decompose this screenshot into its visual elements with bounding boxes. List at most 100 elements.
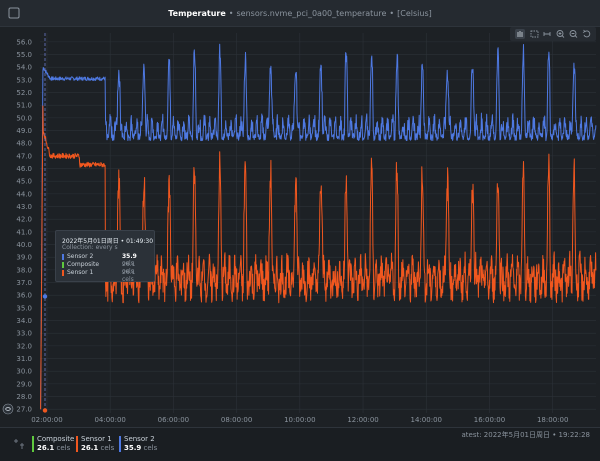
y-tick-label: 43.0: [16, 203, 32, 211]
hand-icon[interactable]: [515, 29, 525, 39]
x-tick-label: 16:00:00: [474, 416, 505, 424]
legend-unit: cels: [56, 444, 71, 452]
x-tick-label: 06:00:00: [158, 416, 189, 424]
tooltip-value: 26.1: [122, 261, 136, 268]
chart-titlebar: Temperature • sensors.nvme_pci_0a00_temp…: [0, 0, 600, 27]
selection-icon[interactable]: [530, 30, 539, 38]
zoom-x-icon[interactable]: [543, 32, 551, 36]
x-tick-label: 10:00:00: [284, 416, 315, 424]
tooltip-row-name: Composite: [67, 261, 100, 268]
chart-context: sensors.nvme_pci_0a00_temperature: [236, 8, 387, 18]
legend-swatch: [32, 436, 34, 452]
y-tick-label: 47.0: [16, 152, 32, 160]
y-tick-label: 52.0: [16, 89, 32, 97]
hover-indicator-icon: [2, 403, 14, 415]
y-tick-label: 53.0: [16, 76, 32, 84]
legend-unit: cels: [143, 444, 158, 452]
y-tick-label: 44.0: [16, 190, 32, 198]
x-tick-label: 02:00:00: [31, 416, 62, 424]
legend-swatch: [76, 436, 78, 452]
tooltip-title: 2022年5月01日周日 • 01:49:30: [62, 238, 154, 245]
x-tick-label: 04:00:00: [94, 416, 125, 424]
tooltip-row-value: 35.9 cels: [122, 253, 148, 267]
y-tick-label: 33.0: [16, 330, 32, 338]
y-tick-label: 51.0: [16, 102, 32, 110]
tooltip-unit: cels: [122, 260, 134, 267]
y-tick-label: 35.0: [16, 304, 32, 312]
legend-value-number: 26.1: [37, 444, 55, 452]
zoom-out-icon[interactable]: [569, 30, 578, 38]
y-tick-label: 38.0: [16, 266, 32, 274]
legend-swatch: [119, 436, 121, 452]
chart-units: [Celsius]: [397, 8, 432, 18]
legend-item-composite[interactable]: Composite 26.1 cels: [32, 435, 74, 453]
y-tick-label: 48.0: [16, 140, 32, 148]
cursor-marker-sensor-1: [42, 408, 48, 413]
x-tick-label: 14:00:00: [411, 416, 442, 424]
tooltip-value: 26.1: [122, 269, 136, 276]
cursor-marker-sensor-2: [42, 294, 48, 299]
legend-name: Sensor 1: [81, 435, 112, 443]
y-tick-label: 28.0: [16, 393, 32, 401]
y-tick-label: 46.0: [16, 165, 32, 173]
legend-name: Composite: [37, 435, 75, 443]
y-tick-label: 27.0: [16, 406, 32, 414]
tooltip-row-name: Sensor 2: [67, 253, 94, 260]
legend-value: 26.1 cels: [76, 444, 114, 453]
tooltip-row-name: Sensor 1: [67, 269, 94, 276]
tooltip-value: 35.9: [122, 253, 137, 260]
tooltip-swatch: [62, 254, 64, 260]
y-tick-label: 45.0: [16, 178, 32, 186]
chart-title: Temperature: [168, 8, 226, 18]
y-tick-label: 32.0: [16, 342, 32, 350]
x-tick-label: 12:00:00: [347, 416, 378, 424]
reset-icon[interactable]: [582, 29, 591, 38]
x-tick-label: 08:00:00: [221, 416, 252, 424]
legend-value-number: 35.9: [124, 444, 142, 452]
legend-item-sensor-1[interactable]: Sensor 1 26.1 cels: [76, 435, 114, 453]
legend-toggle-icon[interactable]: [12, 438, 26, 450]
tooltip-row-value: 26.1 cels: [122, 269, 148, 283]
y-tick-label: 40.0: [16, 241, 32, 249]
legend-item-sensor-2[interactable]: Sensor 2 35.9 cels: [119, 435, 157, 453]
title-separator: •: [228, 8, 234, 18]
title-separator-2: •: [389, 8, 395, 18]
y-tick-label: 42.0: [16, 216, 32, 224]
y-tick-label: 50.0: [16, 114, 32, 122]
temperature-chart[interactable]: 27.0 28.0 29.0 30.0 31.0 32.0 33.0 34.0 35.0 36.0…: [0, 27, 600, 427]
y-tick-label: 39.0: [16, 254, 32, 262]
series-line-sensor-1: [40, 105, 597, 410]
tooltip-row: Composite 26.1 cels: [62, 261, 148, 275]
tooltip-swatch: [62, 270, 64, 276]
chart-legend: Composite 26.1 cels Sensor 1 26.1 cels S…: [0, 427, 600, 461]
tooltip-subtitle: Collection: every s: [62, 244, 118, 251]
series-line-sensor-2: [40, 43, 597, 410]
y-tick-label: 55.0: [16, 51, 32, 59]
y-tick-label: 41.0: [16, 228, 32, 236]
tooltip-row: Sensor 1 26.1 cels: [62, 269, 148, 283]
legend-value: 35.9 cels: [119, 444, 157, 453]
y-tick-label: 54.0: [16, 64, 32, 72]
tooltip-row-value: 26.1 cels: [122, 261, 148, 275]
y-tick-label: 37.0: [16, 279, 32, 287]
x-tick-label: 18:00:00: [537, 416, 568, 424]
tooltip-row: Sensor 2 35.9 cels: [62, 253, 148, 267]
latest-timestamp: atest: 2022年5月01日周日 • 19:22:28: [461, 431, 590, 439]
tooltip-unit: cels: [122, 276, 134, 283]
tooltip-unit: cels: [122, 268, 134, 275]
y-tick-label: 36.0: [16, 292, 32, 300]
chart-tooltip: 2022年5月01日周日 • 01:49:30 Collection: ever…: [55, 230, 155, 283]
y-tick-label: 34.0: [16, 317, 32, 325]
tooltip-swatch: [62, 262, 64, 268]
y-tick-label: 56.0: [16, 38, 32, 46]
checkbox-icon[interactable]: [8, 7, 20, 19]
y-tick-label: 31.0: [16, 355, 32, 363]
legend-unit: cels: [100, 444, 115, 452]
y-tick-label: 30.0: [16, 368, 32, 376]
legend-name: Sensor 2: [124, 435, 155, 443]
legend-value: 26.1 cels: [32, 444, 74, 453]
legend-value-number: 26.1: [81, 444, 99, 452]
zoom-in-icon[interactable]: [556, 30, 565, 38]
y-tick-label: 29.0: [16, 380, 32, 388]
y-tick-label: 49.0: [16, 127, 32, 135]
